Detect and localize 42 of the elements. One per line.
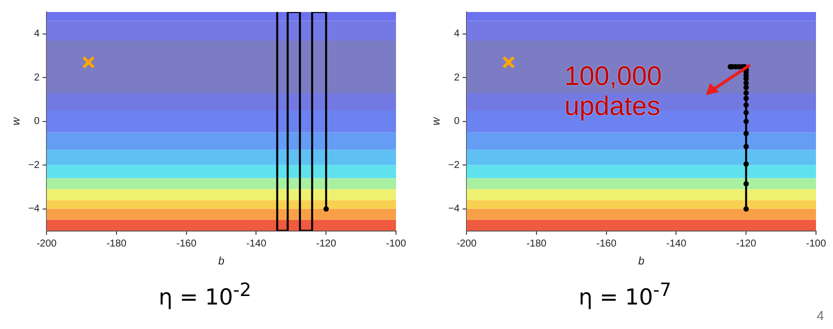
- y-tick-label: 0: [454, 116, 460, 128]
- y-tick-label: −4: [448, 204, 460, 215]
- point: [502, 56, 515, 69]
- x-tick-label: -200: [456, 238, 478, 250]
- point: [743, 206, 749, 212]
- y-tick-label: 2: [34, 72, 40, 84]
- x-tick-label: -140: [666, 238, 687, 250]
- x-axis-title: b: [638, 255, 644, 268]
- point: [743, 144, 749, 150]
- text: η = 10$^{-2}$: [158, 280, 252, 310]
- x-tick-label: -120: [736, 238, 757, 250]
- x-tick-label: -160: [176, 238, 197, 250]
- point: [743, 90, 749, 96]
- point: [743, 161, 749, 167]
- text: η = 10$^{-7}$: [578, 280, 672, 310]
- x-tick-label: -140: [246, 238, 267, 250]
- annotation: 100,000 updates: [564, 60, 663, 121]
- x-tick-label: -160: [596, 238, 617, 250]
- y-tick-label: −2: [448, 160, 460, 171]
- x-tick-label: -180: [526, 238, 547, 250]
- point: [743, 181, 749, 186]
- y-tick-label: 4: [34, 28, 40, 40]
- point: [743, 130, 749, 136]
- x-tick-label: -100: [806, 238, 826, 250]
- y-tick-label: −2: [28, 160, 40, 171]
- x-tick-label: -180: [106, 238, 127, 250]
- x-tick-label: -100: [386, 238, 406, 250]
- y-tick-label: 4: [454, 28, 460, 40]
- point: [743, 96, 749, 102]
- x-axis-title: b: [218, 255, 224, 268]
- x-tick-label: -120: [316, 238, 337, 250]
- point: [743, 84, 749, 90]
- y-tick-label: −4: [28, 204, 40, 215]
- y-tick-label: 2: [454, 72, 460, 84]
- point: [743, 102, 749, 108]
- y-axis-title: w: [430, 116, 443, 126]
- x-tick-label: -200: [36, 238, 58, 250]
- text: 4: [816, 308, 824, 323]
- point: [743, 118, 749, 124]
- y-axis-title: w: [10, 116, 23, 126]
- y-tick-label: 0: [34, 116, 40, 128]
- point: [743, 110, 749, 116]
